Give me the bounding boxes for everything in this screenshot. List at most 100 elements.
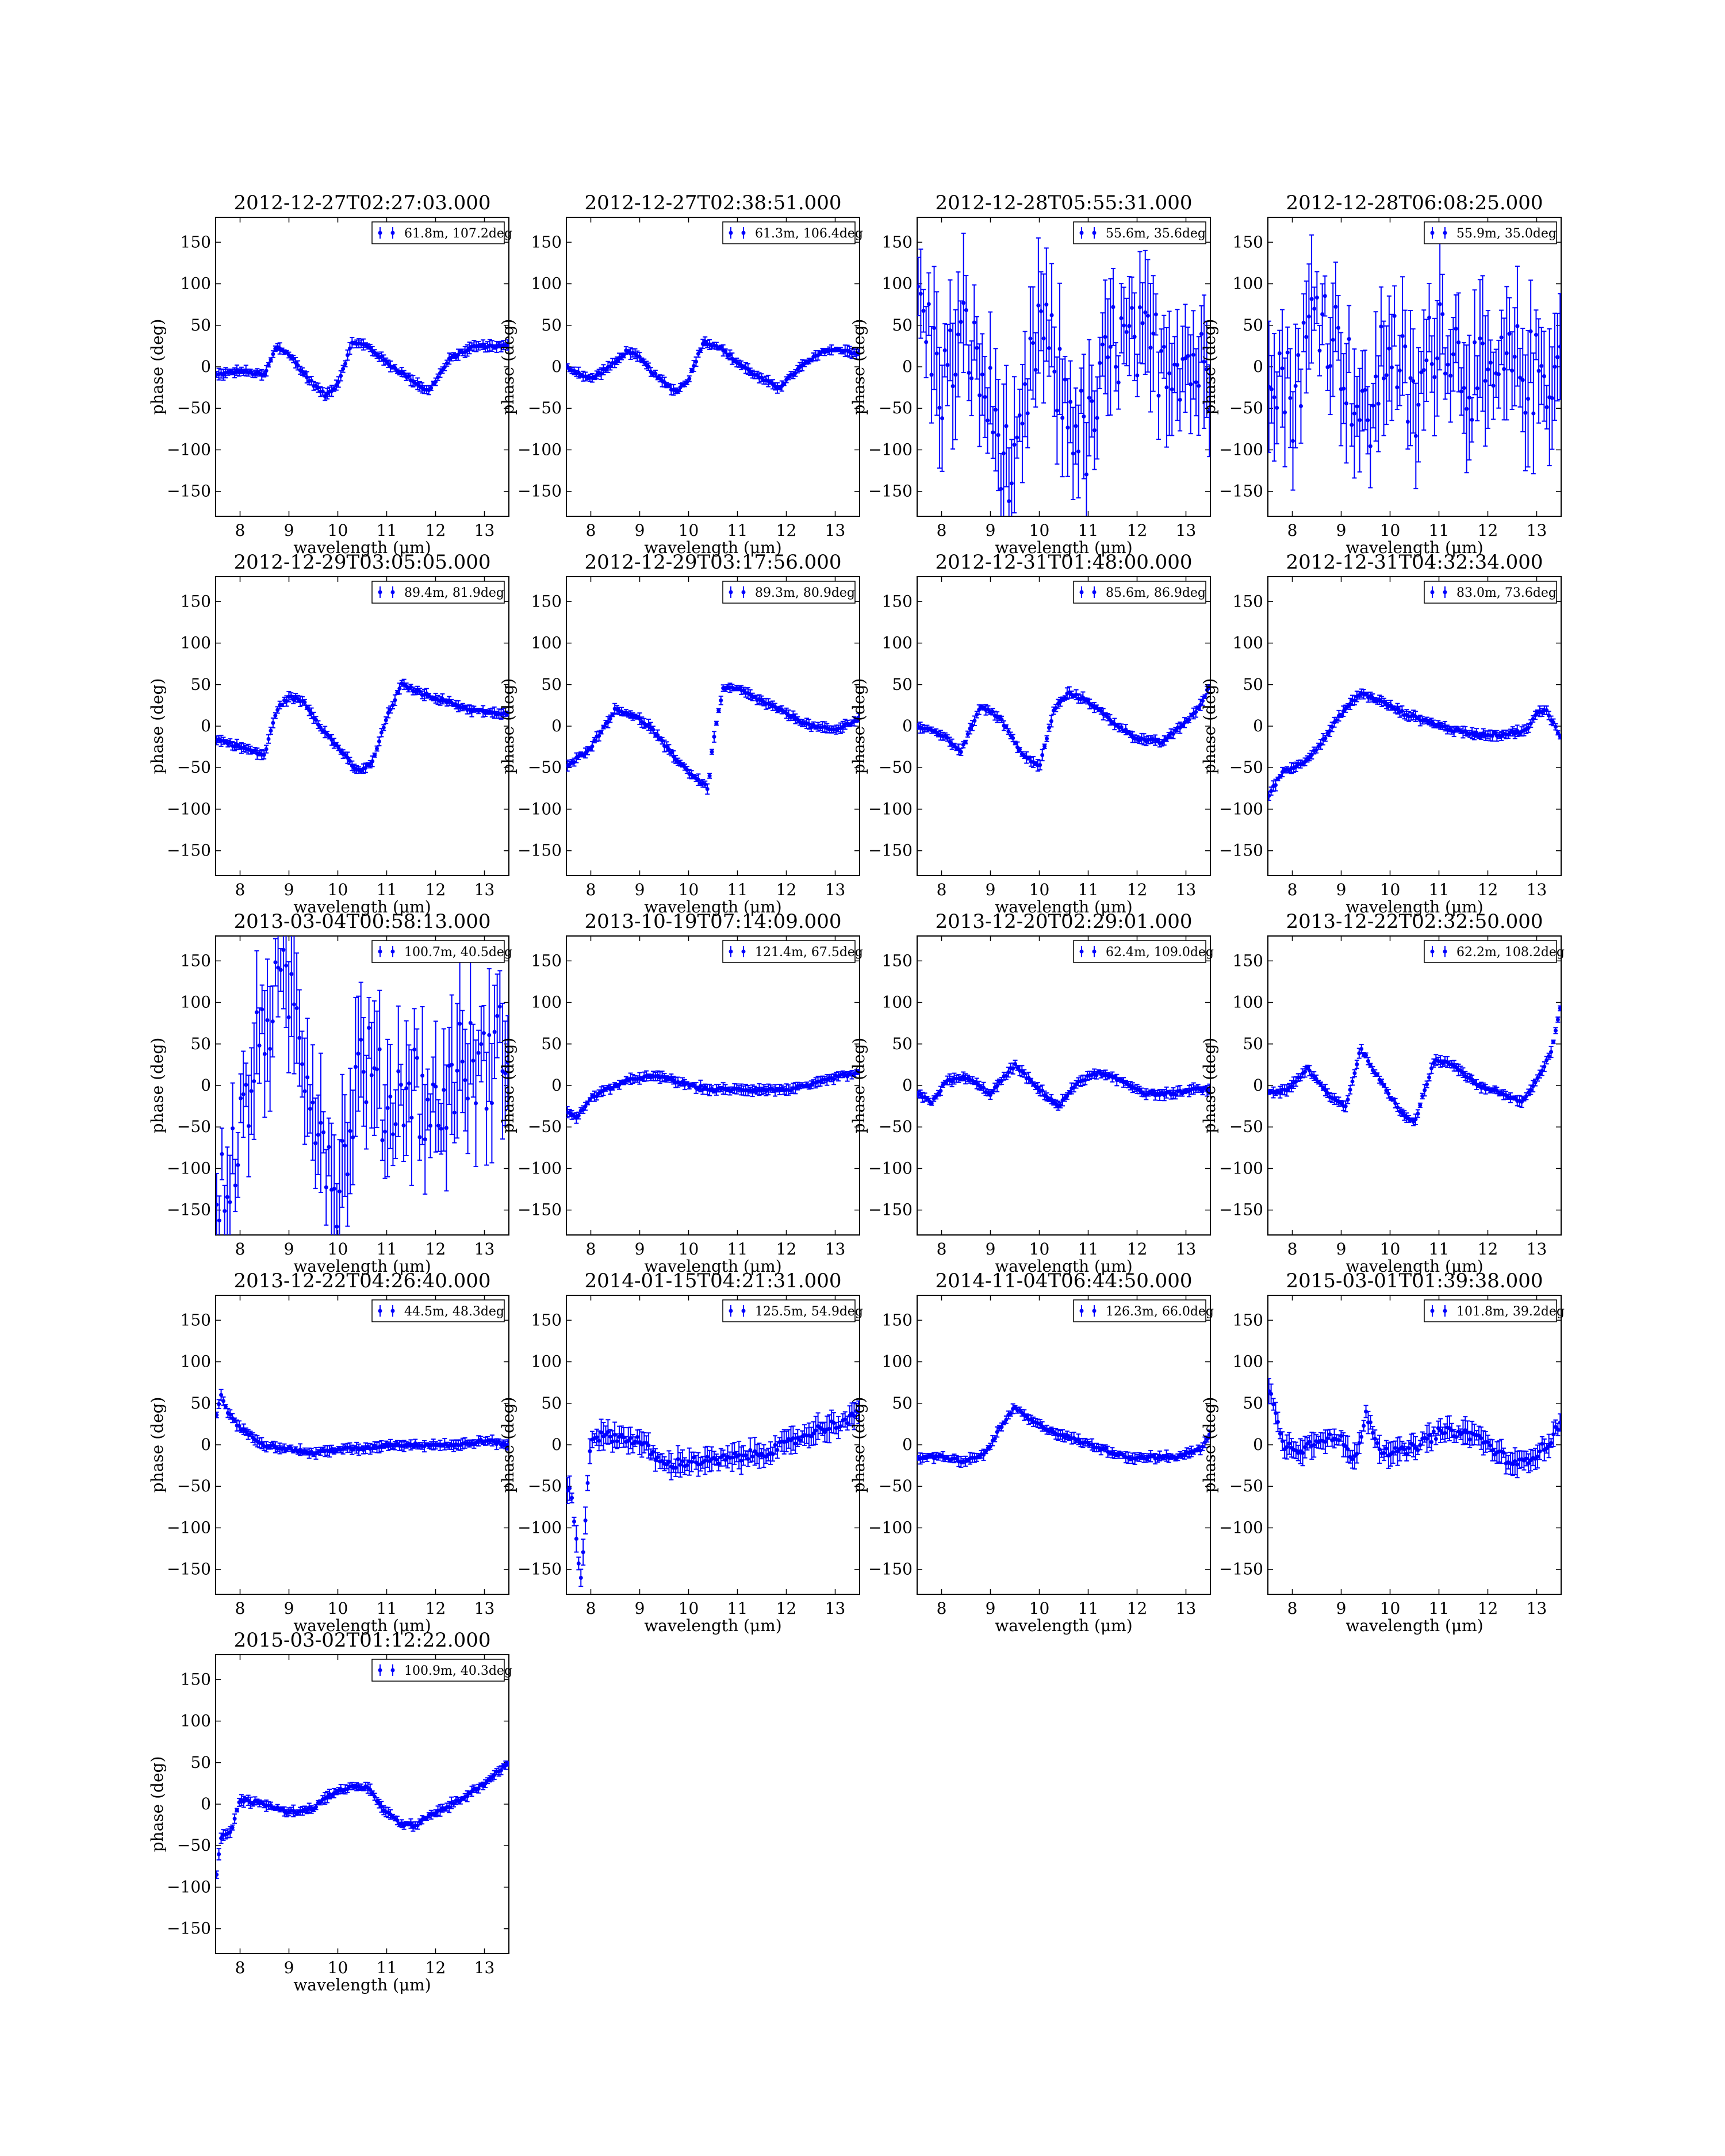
data-point [1328, 364, 1333, 369]
data-point [241, 1092, 246, 1096]
y-axis-label: phase (deg) [499, 1038, 518, 1134]
data-point [495, 1014, 500, 1018]
data-point [1128, 732, 1133, 736]
data-point [1296, 353, 1301, 358]
x-tick-label: 11 [1429, 880, 1450, 899]
x-tick-label: 11 [1078, 880, 1099, 899]
x-tick-label: 8 [586, 521, 596, 540]
data-point [1036, 303, 1041, 308]
subplot-title: 2012-12-27T02:38:51.000 [584, 191, 841, 214]
data-point [265, 1018, 270, 1022]
data-point [1272, 395, 1276, 400]
data-point [353, 1065, 358, 1069]
data-point [1456, 340, 1461, 345]
x-tick-label: 13 [1176, 521, 1197, 540]
series-marks [216, 678, 509, 774]
x-tick-label: 13 [1176, 880, 1197, 899]
data-point [1322, 294, 1327, 298]
legend: 55.6m, 35.6deg [1073, 221, 1206, 244]
data-point [1451, 352, 1455, 356]
y-axis-label: phase (deg) [499, 319, 518, 415]
x-axis-label: wavelength (μm) [293, 897, 431, 916]
data-point [327, 735, 332, 739]
data-point [264, 747, 269, 751]
y-tick-label: −150 [1219, 841, 1263, 860]
data-point [302, 1089, 307, 1094]
data-point [1060, 416, 1065, 420]
data-point [576, 1113, 581, 1118]
data-point [1492, 731, 1497, 735]
legend-marker-icon [390, 949, 395, 954]
y-tick-label: 100 [181, 274, 211, 293]
y-tick-label: 0 [201, 357, 211, 376]
data-point [1033, 367, 1038, 372]
data-point [302, 371, 307, 376]
data-point [980, 372, 984, 377]
data-point [220, 1152, 224, 1156]
data-point [1396, 707, 1400, 711]
data-point [280, 703, 285, 707]
data-point [1187, 718, 1191, 722]
x-tick-label: 10 [678, 880, 699, 899]
data-point [1314, 296, 1319, 300]
data-point [273, 713, 278, 718]
subplot-title: 2012-12-27T02:27:03.000 [233, 191, 490, 214]
x-tick-label: 8 [586, 880, 596, 899]
data-point [1046, 346, 1051, 351]
data-point [305, 1075, 310, 1080]
data-point [289, 972, 294, 976]
data-point [262, 753, 266, 757]
legend-marker-icon [378, 231, 382, 235]
data-point [1483, 379, 1488, 383]
y-tick-label: −100 [518, 1158, 562, 1177]
legend: 61.3m, 106.4deg [722, 221, 863, 244]
y-tick-label: −100 [167, 440, 211, 459]
data-point [1201, 699, 1205, 703]
legend-label: 55.9m, 35.0deg [1456, 227, 1557, 241]
x-tick-label: 13 [825, 521, 846, 540]
x-tick-label: 13 [474, 880, 495, 899]
data-point [1350, 423, 1354, 427]
x-axis-label: wavelength (μm) [995, 897, 1132, 916]
data-point [610, 712, 615, 717]
subplot-5: 8 9 10 11 12 13 −150 −100 −50 0 50 100 150 wavelength… [148, 551, 509, 916]
data-point [694, 359, 699, 364]
y-tick-label: 150 [181, 592, 211, 611]
data-point [937, 405, 942, 410]
data-point [1528, 329, 1533, 333]
subplot-title: 2012-12-31T01:48:00.000 [935, 551, 1192, 574]
data-point [1392, 314, 1397, 319]
data-point [1071, 451, 1075, 456]
y-tick-label: −50 [879, 398, 913, 417]
x-tick-label: 13 [474, 521, 495, 540]
data-point [1044, 302, 1049, 307]
data-point [1170, 387, 1174, 392]
x-tick-label: 9 [1336, 880, 1347, 899]
data-point [716, 708, 721, 713]
data-point [308, 1107, 312, 1111]
data-point [217, 1218, 221, 1223]
x-tick-label: 11 [727, 521, 748, 540]
data-point [377, 739, 381, 744]
data-point [1470, 417, 1474, 422]
data-point [1275, 405, 1279, 410]
y-tick-label: −100 [1219, 799, 1263, 818]
series-marks [216, 336, 509, 401]
y-tick-label: 150 [181, 232, 211, 251]
series-marks [917, 684, 1210, 772]
data-point [1004, 424, 1009, 428]
data-point [1099, 709, 1103, 713]
x-tick-label: 13 [1527, 521, 1547, 540]
data-point [967, 371, 971, 375]
data-point [1440, 312, 1445, 316]
data-point [1148, 346, 1153, 350]
data-point [1387, 346, 1392, 351]
x-tick-label: 9 [284, 1240, 294, 1259]
data-point [1288, 396, 1293, 400]
data-point [1419, 370, 1424, 375]
y-tick-label: −100 [518, 440, 562, 459]
x-tick-label: 10 [1029, 521, 1050, 540]
y-tick-label: −100 [868, 799, 913, 818]
x-tick-label: 11 [1429, 521, 1450, 540]
data-point [1507, 332, 1512, 336]
